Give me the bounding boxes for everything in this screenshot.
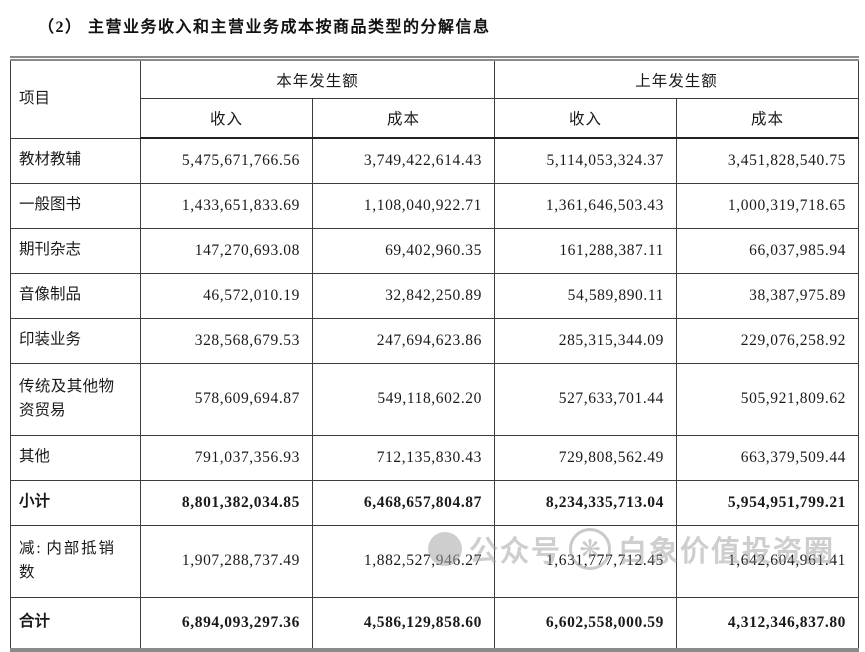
cell-cy-income: 791,037,356.93 xyxy=(140,434,313,481)
cell-cy-income: 147,270,693.08 xyxy=(140,227,313,274)
cell-py-income: 729,808,562.49 xyxy=(494,434,678,481)
cell-py-income: 6,602,558,000.59 xyxy=(494,596,678,650)
cell-cy-income: 1,907,288,737.49 xyxy=(140,524,313,598)
cell-py-cost: 505,921,809.62 xyxy=(676,362,860,436)
cell-py-cost: 5,954,951,799.21 xyxy=(676,479,860,526)
table-row: 音像制品 46,572,010.19 32,842,250.89 54,589,… xyxy=(10,272,860,319)
table-row-subtotal: 小计 8,801,382,034.85 6,468,657,804.87 8,2… xyxy=(10,479,860,526)
table-row-total: 合计 6,894,093,297.36 4,586,129,858.60 6,6… xyxy=(10,596,860,650)
table-row: 教材教辅 5,475,671,766.56 3,749,422,614.43 5… xyxy=(10,137,860,184)
table-row: 印装业务 328,568,679.53 247,694,623.86 285,3… xyxy=(10,317,860,364)
row-label: 减: 内部抵销数 xyxy=(10,524,141,598)
column-header-cy-cost: 成本 xyxy=(311,98,496,139)
cell-cy-cost: 712,135,830.43 xyxy=(311,434,496,481)
cell-py-income: 8,234,335,713.04 xyxy=(494,479,678,526)
cell-py-income: 285,315,344.09 xyxy=(494,317,678,364)
cell-cy-income: 6,894,093,297.36 xyxy=(140,596,313,650)
column-header-py-cost: 成本 xyxy=(676,98,860,139)
cell-cy-income: 46,572,010.19 xyxy=(140,272,313,319)
column-header-prior-year: 上年发生额 xyxy=(494,58,860,99)
cell-py-cost: 229,076,258.92 xyxy=(676,317,860,364)
page-title: （2） 主营业务收入和主营业务成本按商品类型的分解信息 xyxy=(38,19,491,36)
cell-cy-income: 5,475,671,766.56 xyxy=(140,137,313,184)
column-header-current-year: 本年发生额 xyxy=(139,58,496,99)
row-label: 印装业务 xyxy=(10,317,141,364)
cell-cy-income: 578,609,694.87 xyxy=(140,362,313,436)
table-row-elimination: 减: 内部抵销数 1,907,288,737.49 1,882,527,946.… xyxy=(10,524,860,598)
cell-cy-cost: 3,749,422,614.43 xyxy=(311,137,496,184)
header-row-groups: 项目 本年发生额 上年发生额 xyxy=(10,58,860,139)
cell-py-income: 54,589,890.11 xyxy=(494,272,678,319)
column-header-cy-income: 收入 xyxy=(140,98,313,139)
cell-py-income: 1,631,777,712.45 xyxy=(494,524,678,598)
table-row: 传统及其他物资贸易 578,609,694.87 549,118,602.20 … xyxy=(10,362,860,436)
cell-py-income: 527,633,701.44 xyxy=(494,362,678,436)
row-label: 音像制品 xyxy=(10,272,141,319)
cell-py-income: 1,361,646,503.43 xyxy=(494,182,678,229)
row-label: 合计 xyxy=(10,596,141,650)
cell-py-cost: 38,387,975.89 xyxy=(676,272,860,319)
row-label: 小计 xyxy=(10,479,141,526)
table-row: 一般图书 1,433,651,833.69 1,108,040,922.71 1… xyxy=(10,182,860,229)
table-row: 其他 791,037,356.93 712,135,830.43 729,808… xyxy=(10,434,860,481)
cell-cy-cost: 1,108,040,922.71 xyxy=(311,182,496,229)
cell-py-cost: 1,642,604,961.41 xyxy=(676,524,860,598)
cell-py-income: 5,114,053,324.37 xyxy=(494,137,678,184)
cell-py-cost: 4,312,346,837.80 xyxy=(676,596,860,650)
cell-py-cost: 66,037,985.94 xyxy=(676,227,860,274)
header-row-subcolumns: 收入 成本 收入 成本 xyxy=(11,98,860,139)
row-label: 一般图书 xyxy=(10,182,141,229)
cell-cy-cost: 1,882,527,946.27 xyxy=(311,524,496,598)
row-label: 其他 xyxy=(10,434,141,481)
cell-py-cost: 1,000,319,718.65 xyxy=(676,182,860,229)
cell-cy-income: 1,433,651,833.69 xyxy=(140,182,313,229)
cell-cy-income: 328,568,679.53 xyxy=(140,317,313,364)
table-row: 期刊杂志 147,270,693.08 69,402,960.35 161,28… xyxy=(10,227,860,274)
cell-cy-cost: 247,694,623.86 xyxy=(311,317,496,364)
cell-py-cost: 3,451,828,540.75 xyxy=(676,137,860,184)
cell-py-income: 161,288,387.11 xyxy=(494,227,678,274)
cell-cy-cost: 6,468,657,804.87 xyxy=(311,479,496,526)
row-label: 期刊杂志 xyxy=(10,227,141,274)
cell-cy-cost: 69,402,960.35 xyxy=(311,227,496,274)
column-header-py-income: 收入 xyxy=(494,98,678,139)
row-label: 教材教辅 xyxy=(10,137,141,184)
column-header-item: 项目 xyxy=(10,58,141,139)
cell-cy-income: 8,801,382,034.85 xyxy=(140,479,313,526)
cell-cy-cost: 549,118,602.20 xyxy=(311,362,496,436)
cell-py-cost: 663,379,509.44 xyxy=(676,434,860,481)
cell-cy-cost: 4,586,129,858.60 xyxy=(311,596,496,650)
row-label: 传统及其他物资贸易 xyxy=(10,362,141,436)
cell-cy-cost: 32,842,250.89 xyxy=(311,272,496,319)
revenue-cost-breakdown-table: 项目 本年发生额 上年发生额 收入 成本 收入 成本 教材教辅 5,475,67… xyxy=(10,56,860,652)
